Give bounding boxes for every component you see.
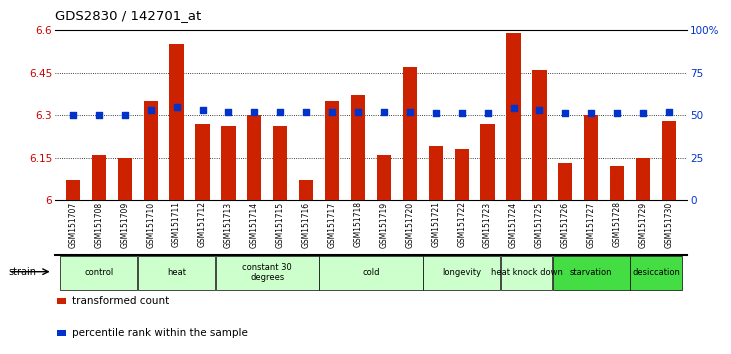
Bar (247, 115, 262, 200)
Point (586, 110, 597, 116)
Point (352, 109, 364, 114)
Point (378, 109, 390, 114)
Bar (118, 158, 132, 200)
Point (249, 109, 260, 114)
Bar (138, 256, 215, 290)
Text: heat knock down: heat knock down (491, 268, 562, 277)
Text: desiccation: desiccation (632, 268, 680, 277)
Bar (92, 155, 106, 200)
Bar (630, 256, 682, 290)
Point (197, 107, 208, 113)
Bar (428, 146, 443, 200)
Point (534, 107, 545, 113)
Bar (532, 70, 547, 200)
Bar (66, 180, 80, 200)
Text: cold: cold (363, 268, 379, 277)
Bar (455, 149, 469, 200)
Bar (403, 67, 417, 200)
Bar (501, 256, 552, 290)
Bar (662, 121, 676, 200)
Bar (553, 256, 630, 290)
Point (171, 104, 183, 109)
Point (507, 105, 519, 111)
Bar (610, 166, 624, 200)
Point (482, 110, 493, 116)
Point (559, 110, 571, 116)
Point (456, 110, 468, 116)
Point (223, 109, 235, 114)
Bar (170, 44, 183, 200)
Text: GDS2830 / 142701_at: GDS2830 / 142701_at (55, 9, 201, 22)
Bar (216, 256, 319, 290)
Bar (558, 163, 572, 200)
Bar (325, 101, 339, 200)
Bar (507, 33, 520, 200)
Bar (273, 126, 287, 200)
Bar (376, 155, 391, 200)
Bar (221, 126, 235, 200)
Bar (319, 256, 423, 290)
Text: percentile rank within the sample: percentile rank within the sample (72, 328, 248, 338)
Bar (351, 95, 366, 200)
Bar (143, 101, 158, 200)
Point (430, 110, 442, 116)
Text: longevity: longevity (442, 268, 481, 277)
Point (611, 110, 623, 116)
Point (326, 109, 338, 114)
Point (119, 112, 131, 118)
Bar (480, 124, 495, 200)
Point (67, 112, 79, 118)
Text: heat: heat (167, 268, 186, 277)
Text: transformed count: transformed count (72, 296, 169, 306)
Text: starvation: starvation (570, 268, 613, 277)
Text: control: control (84, 268, 113, 277)
Point (145, 107, 156, 113)
Text: strain: strain (9, 267, 37, 277)
Point (300, 109, 312, 114)
Bar (60, 256, 137, 290)
Point (404, 109, 416, 114)
Bar (584, 115, 599, 200)
Bar (195, 124, 210, 200)
Bar (636, 158, 650, 200)
Point (663, 109, 675, 114)
Bar (423, 256, 500, 290)
Text: constant 30
degrees: constant 30 degrees (243, 263, 292, 282)
Point (274, 109, 286, 114)
Bar (299, 180, 314, 200)
Point (93, 112, 105, 118)
Point (637, 110, 649, 116)
